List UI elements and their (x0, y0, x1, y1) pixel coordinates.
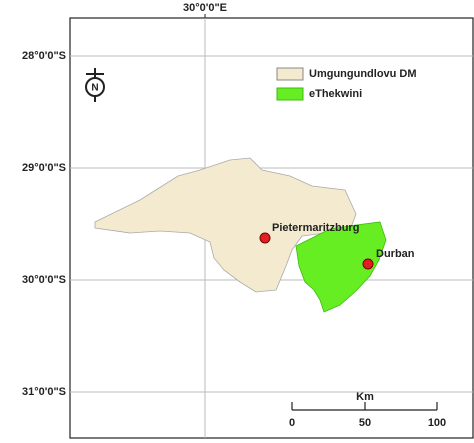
latitude-label: 28°0'0"S (22, 50, 66, 62)
umgungundlovu-region (94, 157, 357, 293)
map-frame (69, 17, 474, 439)
scale-label: 0 (289, 417, 295, 429)
legend-swatch (276, 87, 304, 101)
scale-unit: Km (356, 391, 374, 403)
scale-bar (291, 402, 438, 411)
city-label: Pietermaritzburg (272, 222, 359, 234)
city-marker (362, 258, 374, 270)
latitude-label: 29°0'0"S (22, 162, 66, 174)
longitude-label: 30°0'0"E (183, 2, 227, 14)
scale-label: 100 (428, 417, 446, 429)
north-arrow: N (85, 68, 105, 102)
north-label: N (91, 83, 98, 94)
city-label: Durban (376, 248, 415, 260)
latitude-label: 31°0'0"S (22, 386, 66, 398)
north-arrow-circle (85, 77, 105, 97)
scale-label: 50 (359, 417, 371, 429)
legend-swatch (276, 67, 304, 81)
legend-label: Umgungundlovu DM (309, 68, 417, 80)
latitude-label: 30°0'0"S (22, 274, 66, 286)
city-marker (259, 232, 271, 244)
ethekwini-region (295, 221, 387, 313)
legend-label: eThekwini (309, 88, 362, 100)
